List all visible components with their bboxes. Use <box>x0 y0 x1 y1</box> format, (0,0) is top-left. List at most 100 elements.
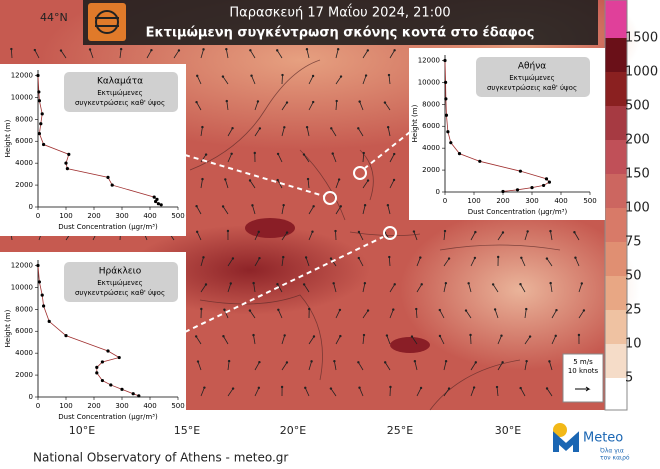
wind-speed: 5 m/s <box>573 358 593 366</box>
profile-point <box>111 183 114 186</box>
wind-arrow-head <box>60 49 62 51</box>
profile-point <box>157 202 160 205</box>
y-tick-label: 4000 <box>15 349 33 357</box>
wind-arrow-head <box>332 282 334 284</box>
x-tick-label: 200 <box>87 402 100 410</box>
profile-point <box>37 90 40 93</box>
y-tick-label: 2000 <box>422 166 440 174</box>
colorbar-band <box>605 276 627 310</box>
wind-arrow-head <box>439 309 441 311</box>
profile-point <box>38 280 41 283</box>
wind-arrow-head <box>311 230 313 232</box>
wind-arrow-head <box>225 48 227 50</box>
x-axis-label: Dust Concentration (μgr/m³) <box>58 223 158 231</box>
wind-arrow-head <box>448 257 450 259</box>
profile-point <box>41 112 44 115</box>
wind-arrow-head <box>330 127 332 129</box>
wind-arrow-head <box>583 309 585 311</box>
wind-arrow-head <box>34 49 36 51</box>
wind-arrow-head <box>340 205 342 207</box>
wind-legend: 5 m/s 10 knots <box>563 354 603 402</box>
wind-arrow-head <box>282 256 284 258</box>
profile-point <box>137 394 140 397</box>
x-tick-label: 300 <box>115 402 128 410</box>
wind-arrow-head <box>363 152 365 154</box>
wind-arrow-head <box>393 179 395 181</box>
wind-arrow-head <box>258 257 260 259</box>
header-date: Παρασκευή 17 Μαΐου 2024, 21:00 <box>229 5 450 21</box>
profile-point <box>548 181 551 184</box>
wind-arrow-head <box>249 179 251 181</box>
wind-arrow-head <box>519 387 521 389</box>
colorbar-label: 25 <box>625 303 642 318</box>
wind-arrow-head <box>415 308 417 310</box>
wind-arrow-head <box>386 334 388 336</box>
wind-arrow-head <box>303 153 305 155</box>
wind-arrow-head <box>178 49 180 51</box>
y-tick-label: 6000 <box>15 137 33 145</box>
wind-arrow-head <box>312 101 314 103</box>
wind-arrow-head <box>389 386 391 388</box>
profile-point <box>449 141 452 144</box>
header-title: Εκτιμώμενη συγκέντρωση σκόνης κοντά στο … <box>146 26 535 41</box>
wind-arrow-head <box>549 282 551 284</box>
wind-arrow-head <box>340 75 342 77</box>
wind-arrow-head <box>283 334 285 336</box>
wind-arrow-head <box>445 282 447 284</box>
wind-arrow-head <box>10 48 12 50</box>
wind-arrow-head <box>358 257 360 259</box>
wind-arrow-head <box>492 283 494 285</box>
wind-arrow-head <box>474 257 476 259</box>
profile-point <box>444 81 447 84</box>
x-tick-label: 500 <box>171 212 184 220</box>
x-tick-label: 400 <box>554 197 567 205</box>
wind-arrow-head <box>388 256 390 258</box>
wind-arrow-head <box>281 74 283 76</box>
wind-arrow-head <box>257 100 259 102</box>
wind-arrow-head <box>574 257 576 259</box>
y-tick-label: 8000 <box>15 305 33 313</box>
lon-label: 10°E <box>69 424 95 437</box>
wind-arrow-head <box>305 256 307 258</box>
station-subtitle: Εκτιμώμενες <box>97 89 143 97</box>
wind-arrow-head <box>392 308 394 310</box>
y-tick-label: 12000 <box>11 261 33 269</box>
wind-arrow-head <box>339 309 341 311</box>
wind-arrow-head <box>384 361 386 363</box>
profile-point <box>542 184 545 187</box>
header: Παρασκευή 17 Μαΐου 2024, 21:00 Εκτιμώμεν… <box>83 0 598 45</box>
profile-point <box>95 371 98 374</box>
wind-arrow-head <box>277 153 279 155</box>
wind-arrow-head <box>421 283 423 285</box>
profile-point <box>160 203 163 206</box>
wind-arrow-head <box>394 283 396 285</box>
y-axis-label: Height (m) <box>4 119 12 157</box>
wind-arrow-head <box>249 49 251 51</box>
wind-arrow-head <box>286 101 288 103</box>
wind-arrow-head <box>367 309 369 311</box>
wind-arrow-head <box>254 152 256 154</box>
station-subtitle: συγκεντρώσεις καθ' ύψος <box>487 84 577 92</box>
wind-arrow-head <box>258 231 260 233</box>
wind-arrow-head <box>196 75 198 77</box>
colorbar-label: 75 <box>625 235 642 250</box>
profile-point <box>106 349 109 352</box>
station-name: Ηράκλειο <box>99 267 142 277</box>
colorbar-label: 500 <box>625 99 650 114</box>
profile-point <box>519 170 522 173</box>
profile-point <box>39 122 42 125</box>
colorbar-band <box>605 310 627 344</box>
wind-arrow-head <box>445 360 447 362</box>
profile-point <box>106 176 109 179</box>
wind-arrow-head <box>195 101 197 103</box>
wind-arrow-head <box>252 282 254 284</box>
station-subtitle: συγκεντρώσεις καθ' ύψος <box>75 289 165 297</box>
wind-arrow-head <box>150 49 152 51</box>
colorbar-label: 1500 <box>625 31 658 46</box>
logo-name: Meteo <box>583 431 623 446</box>
lon-label: 25°E <box>387 424 413 437</box>
y-tick-label: 8000 <box>422 100 440 108</box>
wind-arrow-head <box>258 361 260 363</box>
wind-arrow-head <box>387 126 389 128</box>
